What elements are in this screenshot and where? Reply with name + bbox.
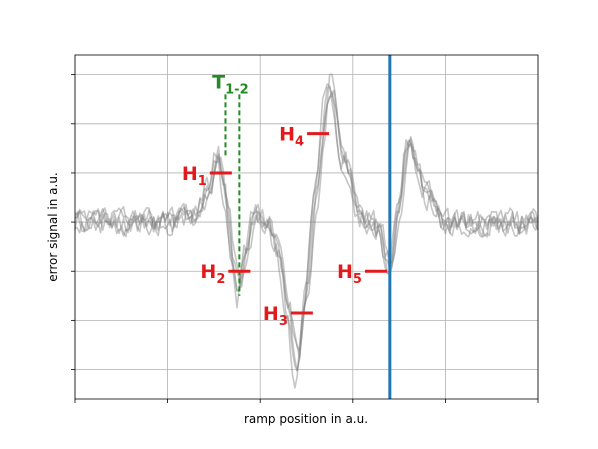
plot-frame bbox=[74, 54, 539, 400]
interval-label: T1-2 bbox=[212, 71, 248, 97]
series-group bbox=[74, 73, 539, 389]
series-line bbox=[74, 86, 539, 372]
y-axis-label: error signal in a.u. bbox=[46, 172, 60, 282]
x-axis-label: ramp position in a.u. bbox=[244, 412, 368, 426]
series-line bbox=[74, 73, 539, 372]
axes bbox=[71, 54, 539, 403]
series-line bbox=[74, 83, 539, 389]
marker-label: H5 bbox=[337, 261, 362, 287]
marker-label: H1 bbox=[182, 163, 207, 189]
marker-label: H4 bbox=[279, 124, 304, 150]
series-line bbox=[74, 90, 539, 352]
series-line bbox=[74, 89, 539, 359]
marker-label: H2 bbox=[200, 261, 225, 287]
